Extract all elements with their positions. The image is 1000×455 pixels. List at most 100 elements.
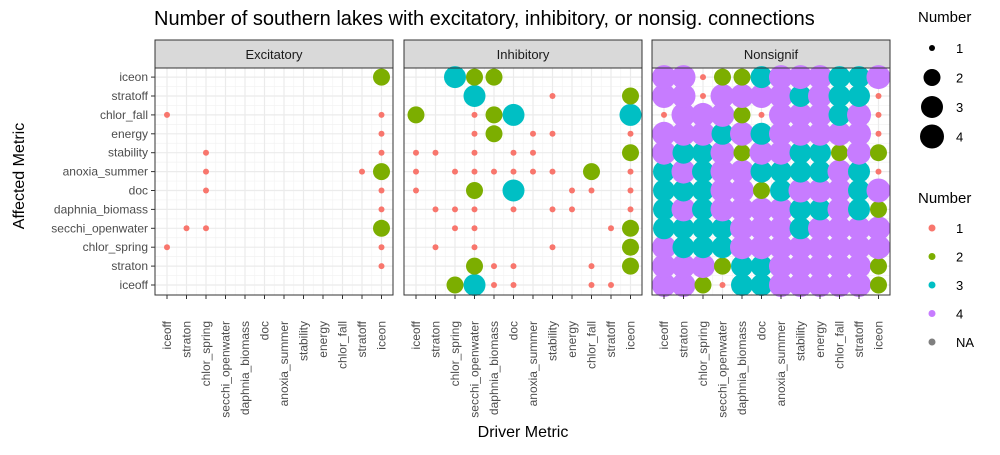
data-point [672,141,695,164]
x-tick-label: energy [316,321,330,358]
data-point [730,121,754,146]
data-point [491,263,497,270]
data-point [788,65,813,90]
data-point [463,274,486,296]
data-point [378,130,385,137]
data-point [808,65,832,90]
data-point [510,282,517,288]
data-point [622,219,639,237]
data-point [866,65,891,90]
data-point [627,168,634,175]
data-point [749,197,774,222]
data-point [870,144,887,162]
data-point [530,168,536,175]
data-point [769,121,793,146]
x-tick-label: iceon [872,321,886,350]
data-point [692,141,714,164]
data-point [569,206,575,213]
data-point [808,216,832,241]
x-tick-label: iceon [624,321,638,350]
y-tick-label: straton [111,259,148,273]
data-point [828,66,851,89]
data-point [452,225,458,232]
data-point [203,187,209,194]
data-point [378,149,385,156]
data-point [750,122,773,145]
data-point [452,206,458,213]
x-tick-label: chlor_spring [696,321,710,386]
x-tick-label: iceoff [657,320,671,349]
y-tick-label: daphnia_biomass [54,202,148,216]
size-legend-label: 2 [956,71,963,86]
color-legend-label: 1 [956,221,963,236]
color-legend-key [928,310,936,317]
data-point [749,140,774,165]
x-tick-label: chlor_fall [585,321,599,369]
color-legend-key [928,253,936,260]
y-tick-label: iceon [119,70,148,84]
x-tick-label: iceoff [409,320,423,349]
y-tick-label: energy [111,127,148,141]
data-point [183,225,190,232]
data-point [808,235,832,260]
data-point [471,130,478,137]
data-point [827,273,852,297]
data-point [875,93,882,99]
data-point [691,102,715,127]
x-tick-label: secchi_openwater [716,321,730,418]
data-point [622,87,639,105]
data-point [827,159,852,184]
data-point [502,103,525,126]
data-point [203,168,209,175]
data-point [471,111,478,118]
color-legend-key [928,224,936,232]
data-point [730,197,754,222]
data-point [671,254,696,279]
data-point [549,93,556,99]
data-point [671,84,696,108]
data-point [652,235,676,260]
x-tick-label: stability [546,321,560,361]
y-axis-title: Affected Metric [11,123,28,229]
data-point [753,182,770,199]
data-point [847,254,871,279]
data-point [692,198,714,221]
data-point [549,168,556,175]
data-point [827,235,852,260]
x-tick-label: anoxia_summer [277,321,291,406]
y-tick-label: chlor_spring [83,240,148,254]
data-point [710,178,735,203]
data-point [788,235,813,260]
data-point [847,216,871,241]
size-legend-key [929,45,935,51]
x-tick-label: energy [813,321,827,358]
data-point [827,254,852,279]
data-point [653,198,675,221]
data-point [733,144,751,162]
size-legend-title: Number [918,9,971,26]
x-tick-label: chlor_spring [199,321,213,386]
x-tick-label: iceon [375,321,389,350]
data-point [661,111,667,118]
data-point [711,217,734,240]
data-point [583,163,600,181]
facet-nonsignif: Nonsignif iceoff straton chlor_spring secchi… [651,39,891,418]
data-point [432,206,439,213]
data-point [770,160,792,183]
data-point [203,225,209,232]
data-point [770,179,792,202]
data-point [491,282,497,288]
data-point [827,197,852,222]
x-tick-label: energy [565,321,579,358]
data-point [359,168,365,175]
data-point [769,273,793,297]
data-point [809,160,831,183]
data-point [671,65,696,90]
x-tick-label: stratoff [852,320,866,357]
data-point [672,217,695,240]
data-point [466,257,483,275]
data-point [848,198,870,221]
data-point [769,216,793,241]
color-legend-label: 3 [956,278,963,293]
data-point [769,140,793,165]
